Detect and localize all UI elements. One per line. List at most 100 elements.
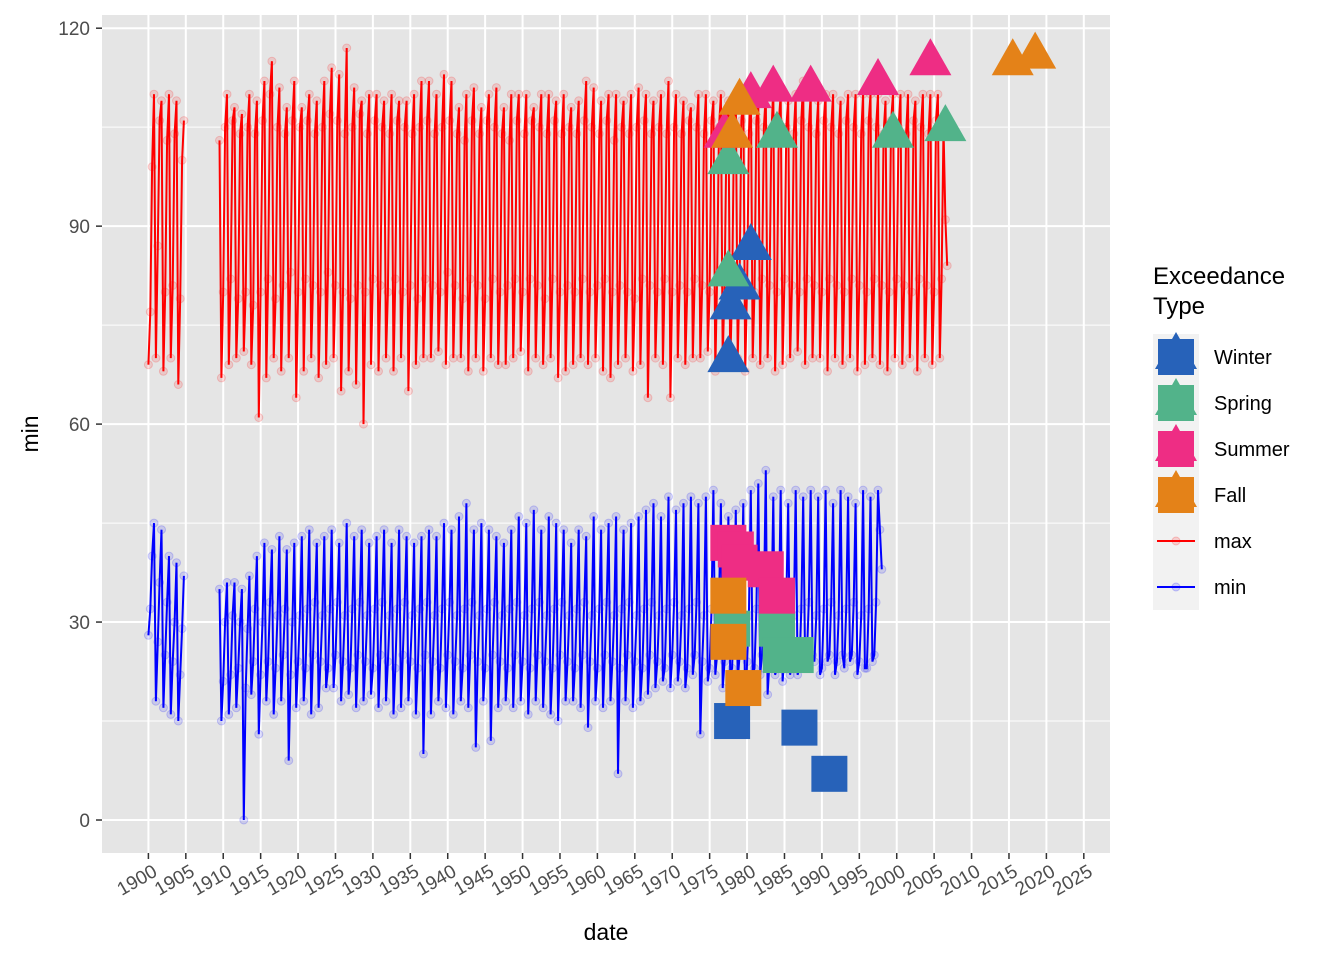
series-point-max (387, 89, 397, 99)
series-point-min (215, 584, 224, 594)
series-point-min (452, 611, 462, 620)
series-point-min (746, 485, 756, 495)
series-point-max (540, 294, 550, 304)
series-point-max (918, 89, 928, 99)
series-point-max (310, 129, 320, 139)
series-point-min (572, 604, 582, 614)
series-point-max (705, 287, 715, 297)
series-point-max (254, 413, 264, 422)
series-point-min (407, 611, 417, 620)
series-point-min (256, 670, 266, 680)
series-point-max (325, 109, 335, 119)
series-point-max (147, 162, 157, 172)
series-point-min (693, 498, 703, 508)
series-point-min (518, 657, 528, 667)
series-point-max (467, 116, 477, 126)
exceedance-triangle-winter (707, 335, 750, 373)
series-point-min (385, 611, 395, 620)
series-point-max (430, 129, 440, 139)
series-point-max (458, 294, 468, 304)
series-point-min (417, 531, 426, 541)
series-point-max (862, 287, 872, 297)
series-point-max (751, 116, 761, 126)
series-point-max (755, 360, 765, 370)
series-point-min (409, 538, 419, 548)
series-point-min (220, 617, 230, 627)
series-point-max (508, 353, 518, 363)
series-point-min (851, 498, 861, 508)
series-point-min (254, 729, 264, 739)
series-point-max (538, 360, 548, 370)
series-point-min (673, 676, 683, 686)
series-point-max (323, 267, 333, 277)
legend-label: max (1214, 531, 1252, 553)
series-point-max (398, 287, 408, 297)
series-point-min (441, 703, 451, 713)
series-point-max (583, 360, 593, 370)
series-point-min (405, 657, 415, 667)
exceedance-square-winter (811, 755, 848, 792)
series-point-min (439, 518, 449, 528)
series-point-max (357, 96, 367, 106)
series-point-min (379, 525, 389, 535)
series-point-max (304, 89, 314, 99)
series-point-max (261, 373, 271, 383)
series-point-max (162, 135, 172, 145)
series-point-min (838, 650, 847, 660)
series-point-max (587, 122, 597, 132)
series-point-min (860, 663, 870, 673)
series-point-max (914, 274, 924, 284)
series-point-min (626, 518, 636, 528)
series-point-min (370, 604, 380, 614)
series-point-max (645, 281, 655, 290)
series-point-max (899, 281, 909, 290)
series-point-min (650, 683, 660, 693)
series-point-max (331, 281, 340, 290)
series-point-max (428, 281, 438, 290)
series-point-max (271, 294, 281, 304)
series-point-max (471, 353, 481, 363)
series-point-max (317, 122, 327, 132)
series-point-max (637, 274, 647, 284)
series-point-min (244, 571, 254, 581)
series-point-max (493, 360, 503, 370)
series-point-min (329, 683, 339, 693)
series-point-min (334, 538, 344, 548)
legend: Exceedance Type Winter Spring Summer Fall max m… (1153, 263, 1290, 610)
legend-triangle-key (1155, 332, 1197, 369)
series-point-min (263, 657, 273, 667)
exceedance-triangle-winter (709, 282, 752, 320)
series-point-max (922, 281, 932, 290)
series-point-min (783, 498, 793, 508)
series-point-min (866, 492, 875, 502)
series-point-min (561, 696, 571, 706)
series-point-max (675, 281, 685, 290)
series-point-max (533, 281, 542, 290)
series-point-min (864, 604, 874, 614)
series-point-min (327, 525, 337, 535)
series-point-max (881, 96, 890, 106)
series-point-min (823, 657, 832, 667)
series-point-max (815, 353, 825, 363)
series-point-max (297, 102, 307, 112)
series-point-min (628, 703, 638, 713)
series-point-max (422, 116, 432, 126)
series-point-max (405, 281, 415, 290)
series-point-min (304, 525, 314, 535)
series-point-min (525, 663, 535, 673)
series-point-max (390, 274, 400, 284)
series-point-max (302, 116, 312, 126)
series-point-min (398, 650, 408, 660)
y-tick-label: 30 (69, 613, 90, 634)
series-point-min (325, 604, 335, 614)
series-point-min (250, 604, 260, 614)
series-point-max (400, 122, 410, 132)
exceedance-triangle-summer (909, 38, 952, 76)
series-point-min (450, 657, 460, 667)
series-point-max (679, 96, 688, 106)
series-point-max (658, 360, 668, 370)
series-point-min (604, 518, 614, 528)
series-point-max (628, 366, 638, 376)
series-point-max (770, 366, 780, 376)
